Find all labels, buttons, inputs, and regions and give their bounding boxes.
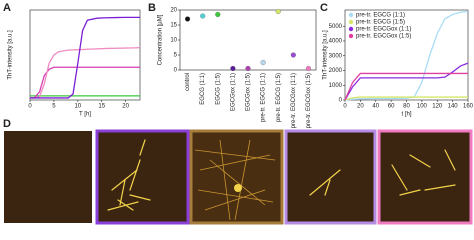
y-tick-label: 0 (339, 98, 343, 104)
y-tick-label: 2000 (329, 68, 343, 74)
plot-frame (179, 9, 317, 71)
dot (290, 52, 296, 58)
fibrils (194, 139, 276, 221)
legend-label: pre-tr. EGCG (1:5) (356, 20, 405, 26)
y-tick-label: 4000 (329, 39, 343, 45)
y-tick-label: 10 (170, 38, 177, 44)
micrograph (377, 129, 473, 225)
x-tick-label: 15 (98, 104, 105, 110)
fibrils (107, 139, 151, 211)
fibrils (391, 149, 456, 196)
dot (305, 65, 311, 72)
x-tick-label: 140 (448, 104, 459, 110)
y-tick-label: 20 (170, 8, 177, 14)
y-tick-label: 1000 (329, 83, 343, 89)
y-axis-label: ThT-intensity [a.u.] (323, 30, 329, 80)
x-tick-label: 5 (52, 104, 56, 110)
y-tick-label: 5000 (329, 24, 343, 30)
x-tick-label: EGCG (1:5) (215, 73, 221, 105)
x-tick-label: 10 (74, 104, 81, 110)
x-tick-label: 20 (357, 104, 364, 110)
y-axis-label: ThT-intensity [a.u.] (8, 30, 14, 80)
panel-label: C (320, 2, 328, 14)
panel-label: B (148, 2, 156, 14)
micrograph (284, 129, 377, 225)
x-tick-label: 40 (372, 104, 379, 110)
x-axis-label: t [h] (401, 112, 411, 118)
figure: A B C D ThT-intensity [a.u.] 0 5 10 15 20 T [h… (3, 2, 474, 225)
plot-frame (29, 9, 141, 101)
x-tick-label: EGCGox (1:1) (230, 73, 236, 111)
dot (215, 11, 221, 18)
x-tick-label: 80 (403, 104, 410, 110)
x-tick-label: 100 (417, 104, 428, 110)
data-line (344, 96, 468, 101)
legend-label: pre-tr. EGCGox (1:1) (356, 27, 411, 33)
x-tick-label: pre-tr. EGCG (1:1) (261, 73, 267, 122)
legend-marker (348, 26, 354, 32)
data-line (344, 62, 469, 101)
x-tick-label: pre-tr. EGCGox (1:5) (306, 73, 312, 128)
data-line (30, 46, 141, 99)
x-tick-label: 0 (343, 104, 347, 110)
y-tick-label: 15 (170, 23, 177, 29)
panel-label: A (3, 2, 11, 14)
aggregate (234, 184, 242, 192)
data-line (344, 72, 468, 101)
legend-marker (348, 19, 354, 25)
data-line (29, 66, 140, 99)
x-tick-label: 0 (28, 104, 32, 110)
micrographs (4, 129, 473, 225)
legend-marker (348, 12, 354, 18)
data-line (344, 10, 469, 101)
panel-label: D (3, 118, 11, 130)
legend-label: pre-tr. EGCGox (1:5) (356, 34, 411, 40)
x-tick-label: pre-tr. EGCGox (1:1) (291, 73, 297, 128)
y-axis-label: Concentration [µM] (158, 14, 164, 65)
legend-marker (348, 33, 354, 39)
x-tick-label: EGCGox (1:5) (246, 73, 252, 111)
dot (185, 16, 191, 22)
x-tick-label: 60 (388, 104, 395, 110)
x-tick-label: 120 (432, 104, 443, 110)
micrograph (4, 131, 92, 223)
dot (230, 65, 236, 72)
dot (200, 13, 206, 19)
dot (275, 8, 281, 15)
x-tick-label: 20 (122, 104, 129, 110)
y-tick-label: 3000 (329, 53, 343, 59)
x-tick-label: control (185, 73, 191, 91)
x-axis-label: T [h] (79, 112, 91, 118)
data-line (30, 16, 140, 99)
legend-label: pre-tr. EGCG (1:1) (356, 13, 405, 19)
x-tick-label: pre-tr. EGCG (1:5) (276, 73, 282, 122)
y-tick-label: 5 (174, 53, 178, 59)
x-tick-label: 160 (463, 104, 474, 110)
y-tick-label: 0 (174, 68, 178, 74)
dot (260, 59, 266, 66)
micrograph (189, 129, 284, 225)
x-tick-label: EGCG (1:1) (200, 73, 206, 105)
dot (245, 65, 251, 72)
fibrils (309, 169, 341, 196)
